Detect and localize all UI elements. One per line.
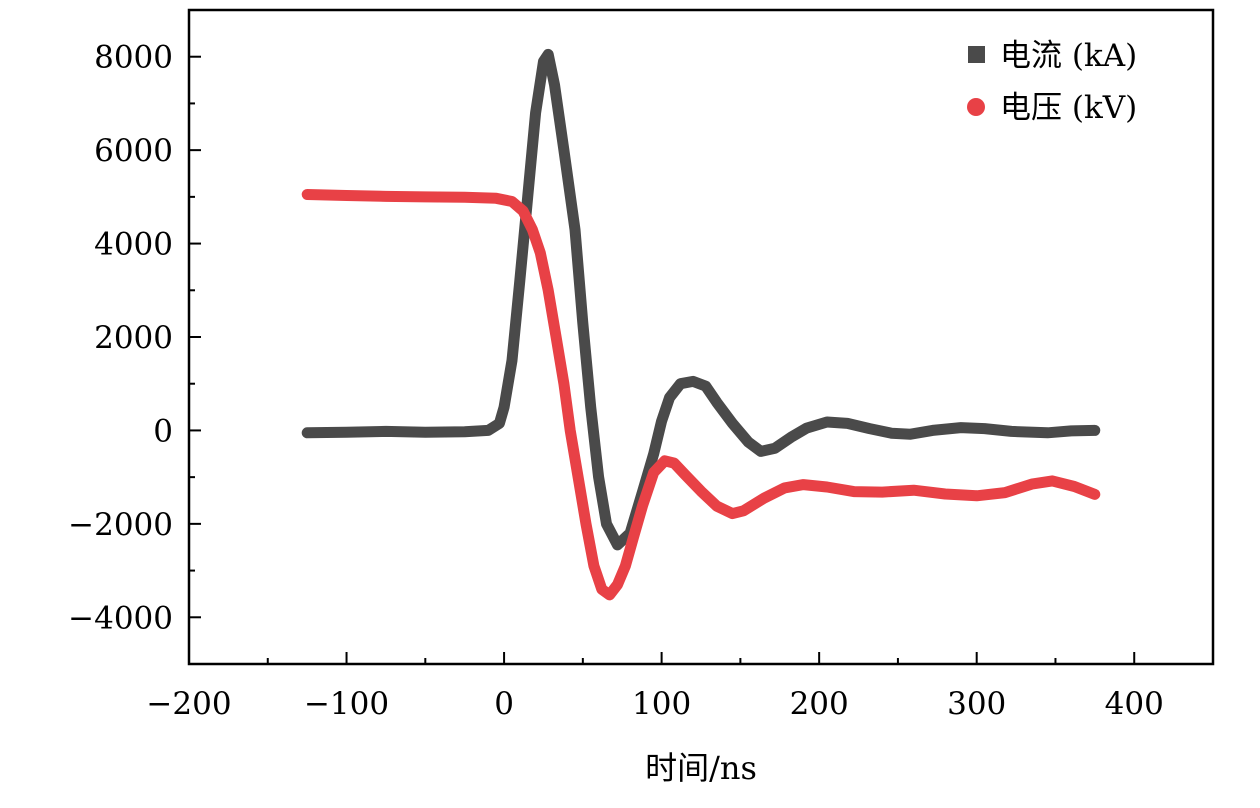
x-tick-label: 0 xyxy=(494,686,514,722)
y-axis-ticks: −4000 −2000 0 2000 4000 6000 8000 xyxy=(68,9,201,665)
plot-lines xyxy=(301,48,1101,601)
legend-item-current: 电流 (kA) xyxy=(968,38,1137,74)
y-tick-label: 2000 xyxy=(94,320,173,356)
y-tick-label: −2000 xyxy=(68,507,173,543)
x-tick-label: 200 xyxy=(790,686,849,722)
series-line-current xyxy=(301,48,1101,551)
legend-marker-current xyxy=(968,46,985,63)
x-tick-label: −200 xyxy=(146,686,231,722)
y-tick-label: 6000 xyxy=(94,133,173,169)
y-tick-label: 0 xyxy=(153,413,173,449)
x-tick-label: 300 xyxy=(947,686,1006,722)
x-tick-label: −100 xyxy=(304,686,389,722)
x-axis-ticks: −200 −100 0 100 200 300 400 xyxy=(146,652,1164,722)
y-tick-label: 4000 xyxy=(94,227,173,263)
legend-marker-voltage xyxy=(967,98,985,116)
series-line-voltage xyxy=(301,189,1101,601)
y-tick-label: −4000 xyxy=(68,600,173,636)
x-tick-label: 400 xyxy=(1105,686,1164,722)
x-tick-label: 100 xyxy=(632,686,691,722)
y-tick-label: 8000 xyxy=(94,40,173,76)
legend-label-voltage: 电压 (kV) xyxy=(1000,90,1137,126)
legend-label-current: 电流 (kA) xyxy=(1000,38,1137,74)
legend: 电流 (kA) 电压 (kV) xyxy=(967,38,1137,126)
x-axis-title: 时间/ns xyxy=(645,749,757,787)
legend-item-voltage: 电压 (kV) xyxy=(967,90,1137,126)
